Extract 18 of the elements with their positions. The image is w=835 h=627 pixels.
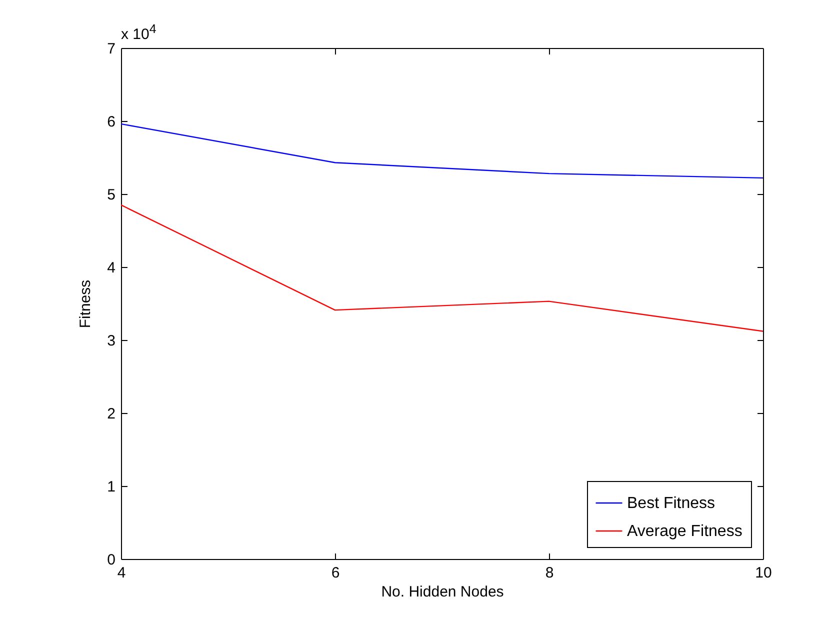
y-tick-label: 4 (107, 260, 116, 276)
line-series (121, 204, 763, 332)
x-axis-title: No. Hidden Nodes (381, 584, 504, 600)
y-tick-label: 3 (107, 332, 116, 350)
y-tick-label: 6 (107, 114, 116, 130)
x-tick-label: 6 (331, 564, 340, 582)
y-tick-label: 0 (107, 552, 116, 568)
text: x 10$^{4}$ (121, 22, 156, 43)
line-series (121, 123, 763, 179)
y-tick-label: 5 (107, 186, 116, 204)
legend-label: Best Fitness (627, 495, 716, 512)
x-tick-label: 8 (545, 564, 554, 582)
x-tick-label: 10 (755, 564, 772, 582)
legend-label: Average Fitness (627, 523, 742, 540)
y-tick-label: 1 (107, 478, 116, 496)
y-tick-label: 2 (107, 406, 116, 422)
y-axis-title: Fitness (77, 280, 94, 328)
y-tick-label: 7 (107, 40, 116, 58)
